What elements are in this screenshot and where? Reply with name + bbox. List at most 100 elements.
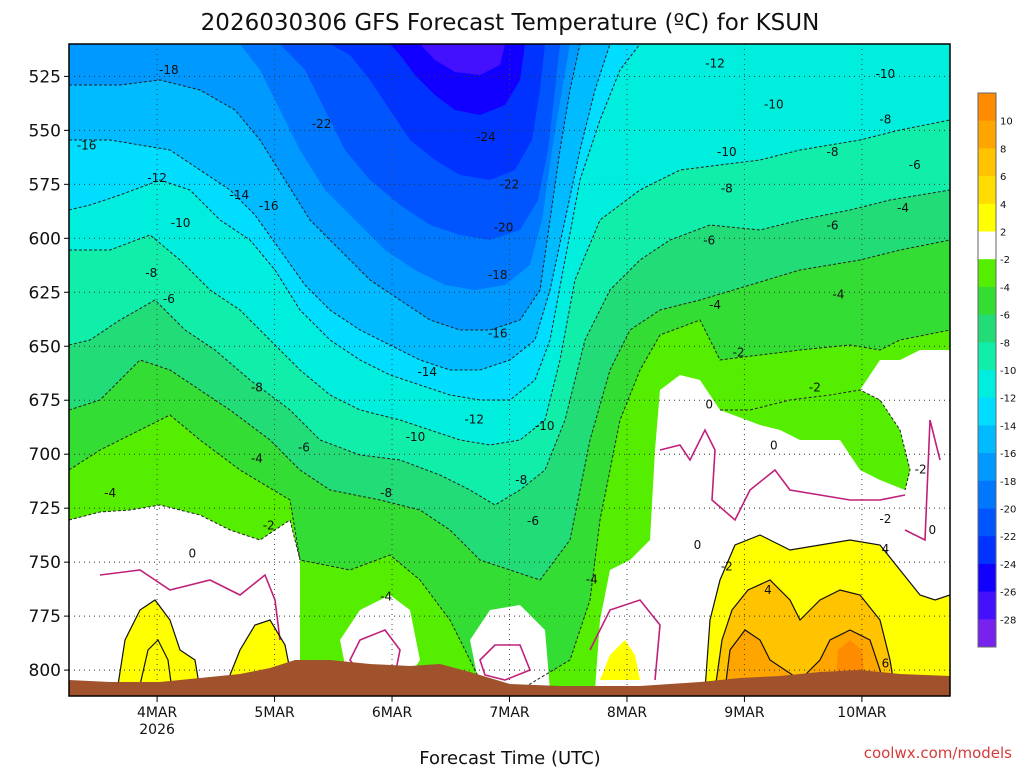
contour-label: -2 [809,380,821,394]
contour-label: -2 [721,559,733,573]
contour-label: -22 [312,117,332,131]
dashed-isotherms [69,44,950,691]
contour-label: -6 [703,233,715,247]
colorbar-swatch [978,619,996,648]
contour-label: 4 [764,583,772,597]
contour-label: -18 [159,63,179,77]
colorbar-swatch [978,231,996,260]
colorbar-label: -8 [1000,338,1010,349]
colorbar-label: 4 [1000,200,1006,211]
contour-label: -20 [494,221,514,235]
x-axis-title: Forecast Time (UTC) [419,748,600,768]
terrain [69,660,950,696]
contour-label: 0 [770,439,778,453]
colorbar-swatch [978,203,996,232]
contour-label: -10 [406,430,426,444]
colorbar-swatch [978,314,996,343]
contour-label: 4 [882,542,890,556]
y-tick-label: 675 [29,391,61,411]
colorbar-swatch [978,342,996,371]
contour-labels: -18-16-12-14-16-10-22-24-22-20-18-16-14-… [77,56,936,670]
colorbar-label: 8 [1000,144,1006,155]
colorbar-swatch [978,453,996,482]
colorbar-swatch [978,370,996,399]
contour-label: -8 [380,486,392,500]
contour-label: -8 [827,145,839,159]
contour-label: -8 [879,113,891,127]
warm-yellow-1 [118,600,200,690]
colorbar-swatch [978,425,996,454]
contour-label: -16 [77,138,97,152]
contour-label: -10 [876,67,896,81]
contour-label: -14 [417,365,437,379]
contour-label: -4 [380,590,392,604]
vertical-gridlines [156,44,863,696]
colorbar-swatch [978,397,996,426]
x-tick-label: 9MAR [724,705,765,721]
colorbar-label: -2 [1000,255,1010,266]
x-tick-label: 10MAR [837,705,886,721]
colorbar-label: -26 [1000,588,1016,599]
colorbar-swatch [978,508,996,537]
contour-label: -12 [464,413,484,427]
x-tick-label: 6MAR [372,705,413,721]
contour-label: -2 [879,512,891,526]
contour-label: -4 [832,287,844,301]
y-tick-label: 525 [29,67,61,87]
contour-label: -2 [263,518,275,532]
colorbar-swatch [978,536,996,565]
contour-label: -14 [230,188,250,202]
contour-label: -6 [163,292,175,306]
contour-label: -4 [251,452,263,466]
contour-label: -2 [733,346,745,360]
x-tick-label: 4MAR [137,705,178,721]
contour-label: 0 [705,398,713,412]
contour-label: -10 [171,216,191,230]
colorbar-label: -16 [1000,449,1016,460]
contour-label: -8 [721,182,733,196]
colorbar-label: 10 [1000,117,1013,128]
y-tick-label: 625 [29,283,61,303]
colorbar-label: 6 [1000,172,1006,183]
contour-label: -12 [705,56,725,70]
contour-label: -16 [488,326,508,340]
colorbar-swatch [978,93,996,122]
band-minus-28 [420,44,505,75]
y-tick-label: 575 [29,175,61,195]
y-tick-label: 750 [29,553,61,573]
contour-label: -6 [298,441,310,455]
x-tick-label: 8MAR [607,705,648,721]
credit-text: coolwx.com/models [864,744,1012,762]
contour-label: -6 [909,158,921,172]
contour-label: 0 [694,538,702,552]
contour-label: -10 [535,419,555,433]
contour-label: -10 [717,145,737,159]
contour-label: -8 [515,473,527,487]
contour-label: -4 [586,572,598,586]
contour-label: 0 [929,523,937,537]
colorbar-label: -28 [1000,615,1016,626]
contour-label: -16 [259,199,279,213]
colorbar-swatch [978,563,996,593]
x-tick-sublabel: 2026 [139,722,175,738]
colorbar-label: -6 [1000,311,1010,322]
y-tick-label: 700 [29,445,61,465]
contour-label: -4 [897,201,909,215]
contour-label: 6 [882,657,890,671]
colorbar-label: 2 [1000,228,1006,239]
chart-title: 2026030306 GFS Forecast Temperature (ºC)… [201,10,820,36]
colorbar-swatch [978,176,996,205]
y-tick-label: 800 [29,661,61,681]
contour-label: -10 [764,97,784,111]
colorbar-label: -18 [1000,477,1016,488]
y-tick-label: 775 [29,607,61,627]
contour-label: -8 [145,266,157,280]
contour-label: -6 [827,218,839,232]
x-tick-label: 5MAR [254,705,295,721]
contour-label: -2 [915,462,927,476]
colorbar-label: -14 [1000,421,1016,432]
colorbar-label: -12 [1000,394,1016,405]
colorbar-label: -24 [1000,560,1016,571]
